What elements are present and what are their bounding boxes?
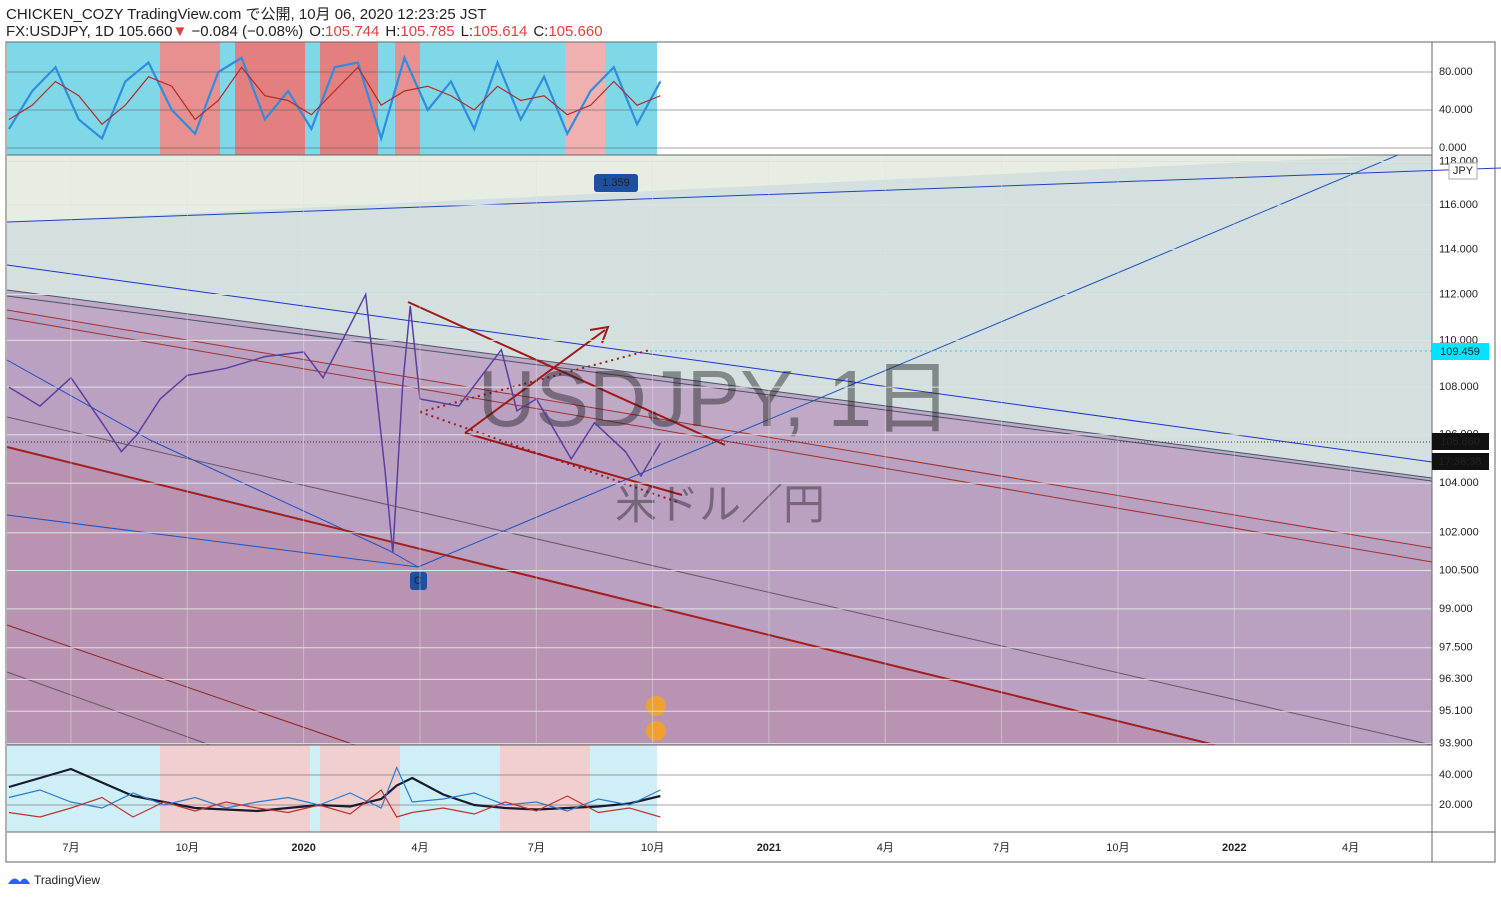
series-line [8, 291, 662, 553]
ohlc-label: C: [533, 23, 548, 40]
trend-line [6, 264, 1433, 463]
dotted-line [419, 411, 681, 504]
price-label [1432, 343, 1489, 360]
x-tick-label: 2020 [291, 842, 315, 854]
trend-line [6, 309, 1433, 549]
watermark: USDJPY, 1日 [478, 354, 952, 443]
y-tick-label: 108.000 [1439, 381, 1479, 393]
series-line [8, 765, 661, 812]
ohlc-label: H: [385, 23, 400, 40]
x-tick-label: 4月 [877, 842, 894, 854]
change: −0.084 (−0.08%) [192, 23, 304, 40]
y-tick-label: 116.000 [1439, 199, 1478, 211]
y-tick-label: 20.000 [1439, 799, 1473, 811]
y-tick-label: 112.000 [1439, 288, 1478, 300]
watermark-desc: 米ドル／円 [615, 481, 825, 528]
badge [410, 572, 427, 590]
x-tick-label: 10月 [641, 842, 664, 854]
y-tick-label: 114.000 [1439, 243, 1478, 255]
trend-line [6, 624, 356, 746]
series-line [8, 767, 661, 813]
header-line: CHICKEN_COZY TradingView.com で公開, 10月 06… [6, 6, 487, 23]
symbol: FX:USDJPY, 1D [6, 23, 114, 40]
countdown: 17:36:38 [1439, 456, 1482, 468]
x-tick-label: 4月 [1342, 842, 1359, 854]
ohlc-value: 105.744 [325, 23, 379, 40]
trend-line [6, 671, 211, 746]
badge-text: 1.359 [602, 177, 630, 189]
ohlc-label: O: [309, 23, 325, 40]
frame [5, 41, 1496, 863]
zone [395, 42, 420, 155]
zone [320, 745, 400, 832]
x-tick-label: 4月 [411, 842, 428, 854]
footer-brand: TradingView [34, 873, 100, 887]
y-tick-label: 96.300 [1439, 673, 1473, 685]
zone [235, 42, 305, 155]
y-tick-label: 99.000 [1439, 603, 1473, 615]
price: 105.660 [118, 23, 172, 40]
y-tick-label: 40.000 [1439, 769, 1473, 781]
trend-line [6, 514, 419, 568]
x-tick-label: 7月 [62, 842, 79, 854]
x-tick-label: 2022 [1222, 842, 1246, 854]
event-icon [646, 721, 666, 741]
badge-text: C [414, 575, 422, 587]
logo [8, 878, 30, 884]
ohlc-label: L: [461, 23, 474, 40]
trend-line [6, 446, 1216, 746]
trend-line [6, 289, 1433, 479]
x-tick-label: 10月 [1106, 842, 1129, 854]
price-label [1432, 433, 1489, 450]
event-icon [646, 696, 666, 716]
x-tick-label: 10月 [176, 842, 199, 854]
zone [160, 42, 220, 155]
arrow: ▼ [173, 23, 188, 40]
series-line [8, 789, 661, 818]
series-line [8, 54, 662, 143]
price-label-text: 105.660 [1440, 436, 1480, 448]
dotted-line [419, 349, 651, 413]
series-line [8, 66, 661, 126]
y-tick-label: 40.000 [1439, 104, 1473, 116]
ohlc-value: 105.660 [548, 23, 602, 40]
x-tick-label: 7月 [528, 842, 545, 854]
y-tick-label: 95.100 [1439, 705, 1473, 717]
trend-line [6, 167, 1501, 223]
trend-line [6, 416, 1433, 746]
price-label [1432, 453, 1489, 470]
ohlc-value: 105.785 [400, 23, 454, 40]
x-tick-label: 7月 [993, 842, 1010, 854]
border [5, 41, 1496, 863]
currency: JPY [1453, 165, 1474, 177]
y-tick-label: 97.500 [1439, 642, 1473, 654]
y-tick-label: 100.500 [1439, 564, 1479, 576]
trend-line [6, 359, 419, 568]
currency-box [1448, 162, 1478, 180]
zone [565, 42, 605, 155]
y-tick-label: 102.000 [1439, 527, 1479, 539]
header-quote: FX:USDJPY, 1D 105.660▼ −0.084 (−0.08%) O:… [6, 23, 603, 40]
arrowhead [589, 325, 610, 344]
trend-line [6, 317, 1433, 563]
y-tick-label: 93.900 [1439, 738, 1473, 750]
arrow [464, 329, 606, 434]
trend-line [6, 295, 1433, 482]
main-pane: USDJPY, 1日 米ドル／円 1.359 C [6, 154, 1501, 746]
ohlc-value: 105.614 [473, 23, 527, 40]
price-label-text: 109.459 [1440, 346, 1480, 358]
badge [594, 174, 638, 192]
zone [500, 745, 590, 832]
x-tick-label: 2021 [757, 842, 781, 854]
pattern-line [464, 432, 683, 496]
y-tick-label: 104.000 [1439, 477, 1479, 489]
y-tick-label: 80.000 [1439, 66, 1473, 78]
zone [160, 745, 310, 832]
y-tick-label: 0.000 [1439, 142, 1467, 154]
